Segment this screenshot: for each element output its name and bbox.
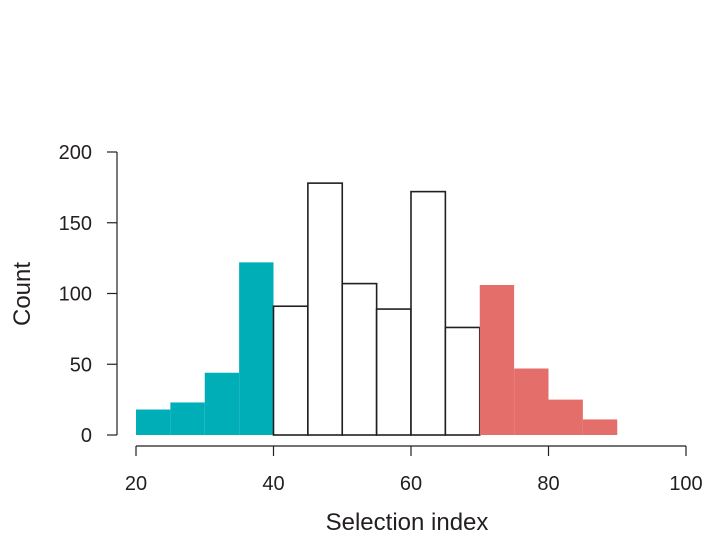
histogram-bar-30-35 [204, 372, 240, 435]
histogram-bar-60-65 [410, 190, 447, 436]
histogram-bar-40-45 [272, 305, 309, 436]
y-tick-label-0: 0 [81, 425, 92, 447]
histogram-bar-85-90 [582, 419, 618, 435]
x-axis: 20 40 60 80 100 [125, 445, 703, 495]
histogram-bar-35-40 [239, 262, 274, 435]
x-tick-label-80: 80 [537, 473, 559, 495]
x-tick-label-100: 100 [669, 473, 702, 495]
y-axis-title: Count [9, 262, 36, 326]
x-tick-label-40: 40 [262, 473, 284, 495]
histogram-bar-55-60 [375, 308, 412, 436]
y-tick-label-100: 100 [59, 284, 92, 306]
histogram-bar-70-75 [479, 285, 515, 435]
histogram-bar-25-30 [170, 402, 205, 435]
histogram-bar-20-25 [136, 409, 171, 435]
bars-layer [136, 182, 618, 436]
y-tick-label-150: 150 [59, 213, 92, 235]
histogram-bar-45-50 [307, 182, 344, 436]
x-axis-title: Selection index [326, 509, 489, 536]
histogram-bar-65-70 [444, 326, 481, 436]
y-tick-label-50: 50 [70, 354, 92, 376]
x-tick-label-60: 60 [400, 473, 422, 495]
x-tick-label-20: 20 [125, 473, 147, 495]
histogram-bar-75-80 [514, 368, 549, 435]
y-tick-label-200: 200 [59, 142, 92, 164]
histogram-bar-80-85 [548, 399, 583, 435]
histogram-bar-50-55 [341, 282, 378, 436]
y-axis: 0 50 100 150 200 [59, 142, 118, 447]
